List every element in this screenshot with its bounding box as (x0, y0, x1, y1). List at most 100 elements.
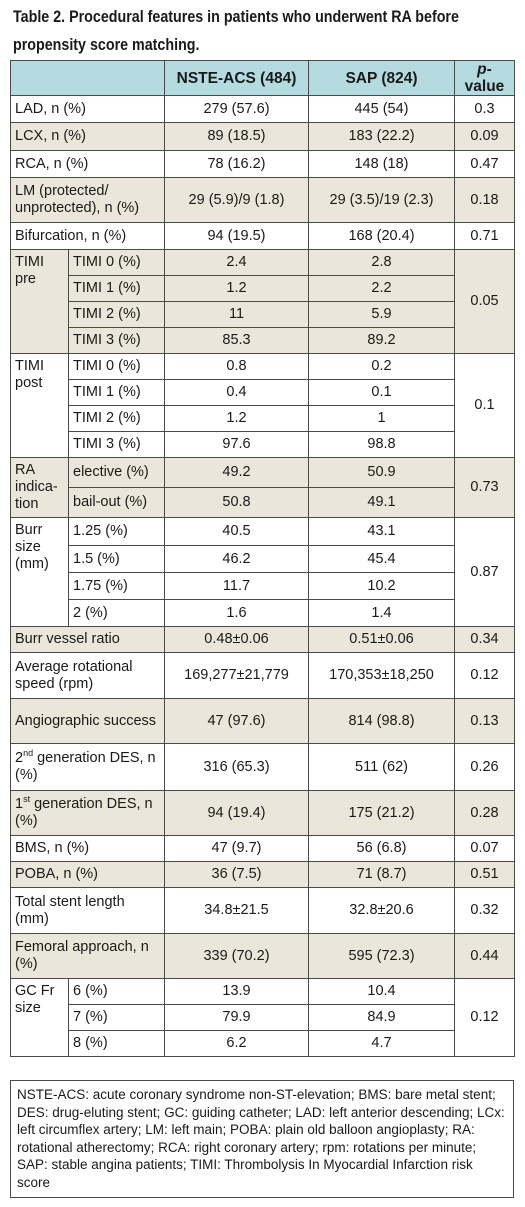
table-row: LM (protected/ unprotected), n (%) 29 (5… (10, 177, 515, 223)
label-ordinal: 1 (15, 796, 24, 812)
table-row: Burr size (mm) 1.25 (%) 40.5 43.1 0.87 (10, 517, 515, 627)
table-row: 2 (%) 1.6 1.4 (10, 599, 515, 627)
label-ordinal-suffix: nd (23, 748, 34, 759)
cell-sap: 84.9 (308, 1004, 455, 1031)
cell-nste-acs: 50.8 (164, 487, 309, 518)
cell-nste-acs: 94 (19.5) (164, 222, 309, 250)
cell-nste-acs: 49.2 (164, 457, 309, 488)
sub-label: 1.25 (%) (68, 517, 165, 546)
sub-label: 2 (%) (68, 599, 165, 627)
row-label: Burr vessel ratio (10, 626, 165, 653)
cell-sap: 1.4 (308, 599, 455, 627)
table-row: TIMI 1 (%) 1.2 2.2 (10, 275, 515, 302)
cell-sap: 0.2 (308, 353, 455, 380)
cell-sap: 0.51±0.06 (308, 626, 455, 653)
cell-nste-acs: 94 (19.4) (164, 790, 309, 836)
cell-nste-acs: 36 (7.5) (164, 861, 309, 888)
row-label: BMS, n (%) (10, 835, 165, 862)
cell-nste-acs: 79.9 (164, 1004, 309, 1031)
table-row: TIMI post TIMI 0 (%) 0.8 0.2 0.1 (10, 353, 515, 458)
label-text: generation DES, n (%) (15, 750, 156, 783)
table-row: LCX, n (%) 89 (18.5) 183 (22.2) 0.09 (10, 122, 515, 151)
label-text: generation DES, n (%) (15, 796, 153, 829)
label-ordinal-suffix: st (23, 794, 31, 805)
cell-sap: 445 (54) (308, 95, 455, 123)
sub-label: 1.75 (%) (68, 572, 165, 600)
cell-p-value: 0.09 (454, 122, 515, 151)
header-nste-acs: NSTE-ACS (484) (164, 60, 309, 96)
table-row: TIMI 2 (%) 1.2 1 (10, 405, 515, 432)
cell-nste-acs: 11.7 (164, 572, 309, 600)
table-row: Average rotational speed (rpm) 169,277±2… (10, 652, 515, 699)
cell-sap: 98.8 (308, 431, 455, 458)
row-label: POBA, n (%) (10, 861, 165, 888)
sub-label: TIMI 2 (%) (68, 405, 165, 432)
cell-sap: 10.4 (308, 978, 455, 1005)
cell-p-value: 0.26 (454, 743, 515, 791)
table-row: Bifurcation, n (%) 94 (19.5) 168 (20.4) … (10, 222, 515, 250)
table-row: TIMI 2 (%) 11 5.9 (10, 301, 515, 328)
cell-nste-acs: 279 (57.6) (164, 95, 309, 123)
table-row: TIMI 1 (%) 0.4 0.1 (10, 379, 515, 406)
cell-nste-acs: 78 (16.2) (164, 150, 309, 178)
cell-p-value: 0.71 (454, 222, 515, 250)
table-footnote: NSTE-ACS: acute coronary syndrome non-ST… (10, 1080, 514, 1198)
sub-label: 7 (%) (68, 1004, 165, 1031)
cell-sap: 45.4 (308, 545, 455, 573)
cell-sap: 56 (6.8) (308, 835, 455, 862)
row-label: Total stent length (mm) (10, 887, 165, 934)
row-label: LCX, n (%) (10, 122, 165, 151)
group-label: TIMI post (10, 353, 69, 458)
cell-nste-acs: 29 (5.9)/9 (1.8) (164, 177, 309, 223)
cell-nste-acs: 1.2 (164, 275, 309, 302)
cell-sap: 43.1 (308, 517, 455, 546)
table-row: TIMI 3 (%) 85.3 89.2 (10, 327, 515, 354)
cell-p-value: 0.13 (454, 698, 515, 744)
cell-nste-acs: 85.3 (164, 327, 309, 354)
cell-sap: 175 (21.2) (308, 790, 455, 836)
table-row: Femoral approach, n (%) 339 (70.2) 595 (… (10, 933, 515, 979)
group-label: RA indica-tion (10, 457, 69, 518)
table-row: 1.75 (%) 11.7 10.2 (10, 572, 515, 600)
cell-p-value: 0.1 (454, 353, 515, 458)
cell-nste-acs: 46.2 (164, 545, 309, 573)
procedural-features-table: NSTE-ACS (484) SAP (824) p-value LAD, n … (10, 60, 515, 1057)
group-label: GC Fr size (10, 978, 69, 1057)
row-label: 1st generation DES, n (%) (10, 790, 165, 836)
sub-label: bail-out (%) (68, 487, 165, 518)
cell-sap: 29 (3.5)/19 (2.3) (308, 177, 455, 223)
row-label: Angiographic success (10, 698, 165, 744)
cell-p-value: 0.12 (454, 978, 515, 1057)
sub-label: TIMI 0 (%) (68, 353, 165, 380)
cell-nste-acs: 0.4 (164, 379, 309, 406)
table-row: Burr vessel ratio 0.48±0.06 0.51±0.06 0.… (10, 626, 515, 653)
cell-nste-acs: 47 (9.7) (164, 835, 309, 862)
group-label: TIMI pre (10, 249, 69, 354)
row-label: Bifurcation, n (%) (10, 222, 165, 250)
cell-nste-acs: 97.6 (164, 431, 309, 458)
cell-sap: 71 (8.7) (308, 861, 455, 888)
cell-p-value: 0.07 (454, 835, 515, 862)
table-header-row: NSTE-ACS (484) SAP (824) p-value (10, 60, 515, 96)
table-row: 2nd generation DES, n (%) 316 (65.3) 511… (10, 743, 515, 791)
cell-p-value: 0.12 (454, 652, 515, 699)
sub-label: TIMI 2 (%) (68, 301, 165, 328)
sub-label: TIMI 0 (%) (68, 249, 165, 276)
cell-nste-acs: 47 (97.6) (164, 698, 309, 744)
sub-label: TIMI 3 (%) (68, 431, 165, 458)
cell-p-value: 0.28 (454, 790, 515, 836)
cell-sap: 2.2 (308, 275, 455, 302)
table-row: RCA, n (%) 78 (16.2) 148 (18) 0.47 (10, 150, 515, 178)
table-row: bail-out (%) 50.8 49.1 (10, 487, 515, 518)
cell-sap: 4.7 (308, 1030, 455, 1057)
sub-label: 1.5 (%) (68, 545, 165, 573)
cell-sap: 814 (98.8) (308, 698, 455, 744)
cell-p-value: 0.3 (454, 95, 515, 123)
cell-sap: 183 (22.2) (308, 122, 455, 151)
header-p-value-suffix: -value (464, 61, 505, 95)
cell-nste-acs: 11 (164, 301, 309, 328)
cell-nste-acs: 339 (70.2) (164, 933, 309, 979)
cell-p-value: 0.51 (454, 861, 515, 888)
cell-sap: 148 (18) (308, 150, 455, 178)
cell-sap: 10.2 (308, 572, 455, 600)
